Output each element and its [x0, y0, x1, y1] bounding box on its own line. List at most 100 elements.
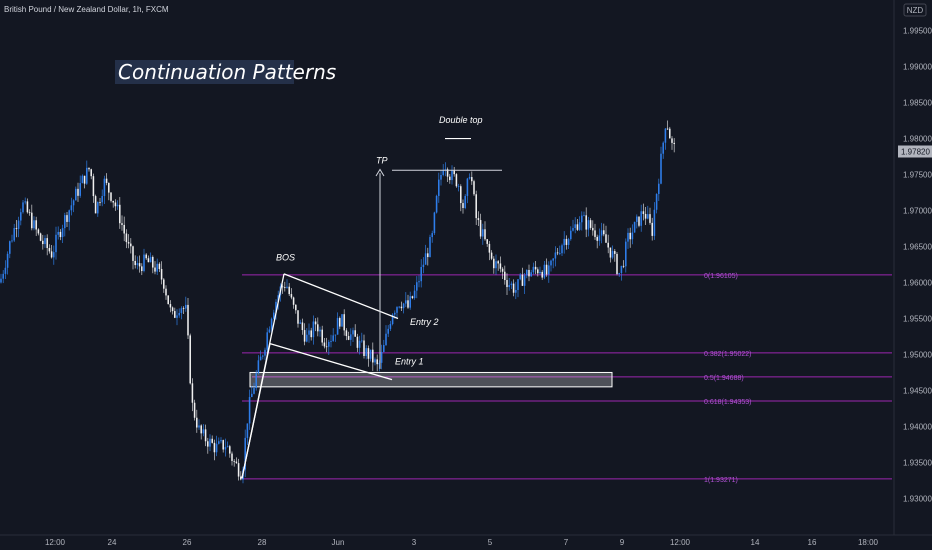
- candle-body: [600, 230, 603, 236]
- candle-body: [321, 329, 323, 343]
- candle-body: [81, 175, 84, 184]
- candle-body: [488, 243, 491, 253]
- candle-body: [284, 287, 286, 288]
- candle-body: [220, 440, 222, 442]
- candle-body: [273, 312, 275, 319]
- candle-body: [350, 334, 352, 340]
- candle-body: [510, 283, 513, 286]
- candle-body: [20, 212, 22, 221]
- price-tick-label: 1.97000: [903, 207, 932, 216]
- candle-body: [202, 429, 205, 434]
- candle-body: [550, 260, 552, 266]
- price-tick-label: 1.99500: [903, 27, 932, 36]
- candle-body: [534, 266, 537, 270]
- candle-body: [598, 235, 601, 241]
- candle-body: [105, 178, 108, 183]
- time-tick-label: 18:00: [858, 538, 879, 547]
- price-tick-label: 1.95500: [903, 314, 932, 323]
- candle-body: [290, 294, 293, 298]
- candle-body: [587, 220, 590, 230]
- candle-body: [345, 330, 348, 337]
- candle-body: [255, 373, 257, 389]
- entry2-label: Entry 2: [410, 317, 439, 327]
- fib-retracement[interactable]: 0(1.96105) 0.382(1.95022) 0.5(1.94688) 0.61…: [242, 273, 892, 484]
- candle-body: [636, 216, 638, 222]
- drawings[interactable]: BOS TP Double top Entry 1 Entry 2: [241, 115, 502, 479]
- candle-body: [532, 266, 535, 273]
- time-tick-label: 12:00: [670, 538, 691, 547]
- candles: [0, 120, 675, 484]
- candle-body: [475, 194, 477, 219]
- candle-body: [396, 307, 398, 313]
- candle-body: [277, 295, 279, 302]
- price-tick-label: 1.98000: [903, 135, 932, 144]
- candle-body: [310, 330, 312, 338]
- candle-body: [559, 253, 561, 254]
- candle-body: [125, 233, 128, 243]
- candle-body: [548, 265, 550, 275]
- candle-body: [589, 220, 592, 228]
- candle-body: [92, 176, 95, 197]
- candle-body: [356, 336, 359, 348]
- candle-body: [418, 281, 420, 283]
- candle-body: [196, 417, 198, 428]
- candle-body: [508, 285, 510, 288]
- candle-body: [17, 220, 20, 229]
- title-box[interactable]: Continuation Patterns: [115, 60, 336, 84]
- candle-body: [114, 202, 117, 207]
- candle-body: [521, 274, 524, 286]
- candle-body: [308, 330, 310, 335]
- candle-body: [625, 241, 627, 267]
- fib-label: 1(1.93271): [704, 477, 738, 484]
- candle-body: [323, 342, 326, 347]
- candle-body: [9, 241, 11, 254]
- candle-body: [83, 175, 86, 184]
- tp-label: TP: [376, 155, 388, 165]
- candle-body: [424, 253, 427, 265]
- candle-body: [253, 388, 255, 394]
- candle-body: [169, 304, 172, 308]
- candle-body: [400, 306, 403, 309]
- time-tick-label: 24: [108, 538, 117, 547]
- candle-body: [438, 179, 440, 196]
- tp-arrowhead: [375, 168, 385, 177]
- candle-body: [88, 167, 90, 170]
- candle-body: [528, 269, 530, 277]
- candle-body: [299, 322, 301, 324]
- candle-body: [453, 169, 455, 175]
- candle-body: [28, 212, 31, 214]
- time-axis[interactable]: 12:00 24 26 28 Jun 3 5 7 9 12:00 14 16 18:00: [0, 534, 932, 547]
- candle-body: [609, 247, 612, 258]
- candle-body: [462, 203, 464, 208]
- candle-body: [4, 267, 7, 274]
- candle-body: [189, 335, 191, 384]
- candle-body: [440, 174, 442, 180]
- price-axis[interactable]: 1.99500 1.99000 1.98500 1.98000 1.97500 1.970…: [893, 0, 932, 535]
- symbol-header: British Pound / New Zealand Dollar, 1h, …: [4, 5, 169, 14]
- candle-body: [147, 258, 150, 263]
- candle-body: [466, 178, 469, 196]
- candle-body: [554, 252, 557, 259]
- candle-body: [90, 169, 92, 177]
- candle-body: [449, 176, 451, 181]
- candle-body: [653, 209, 656, 236]
- candle-body: [352, 330, 354, 335]
- candle-body: [50, 251, 53, 258]
- candle-body: [215, 443, 218, 453]
- candle-body: [411, 296, 414, 299]
- candle-body: [479, 220, 482, 237]
- candle-body: [644, 213, 647, 219]
- candle-body: [565, 238, 568, 245]
- candle-body: [451, 169, 453, 181]
- candle-body: [160, 268, 163, 280]
- candle-body: [13, 228, 15, 241]
- candle-body: [200, 425, 202, 434]
- candle-body: [581, 215, 583, 223]
- candle-body: [380, 351, 383, 363]
- candle-body: [471, 177, 473, 182]
- candle-body: [26, 201, 29, 213]
- candle-body: [561, 245, 563, 254]
- candle-body: [306, 334, 308, 342]
